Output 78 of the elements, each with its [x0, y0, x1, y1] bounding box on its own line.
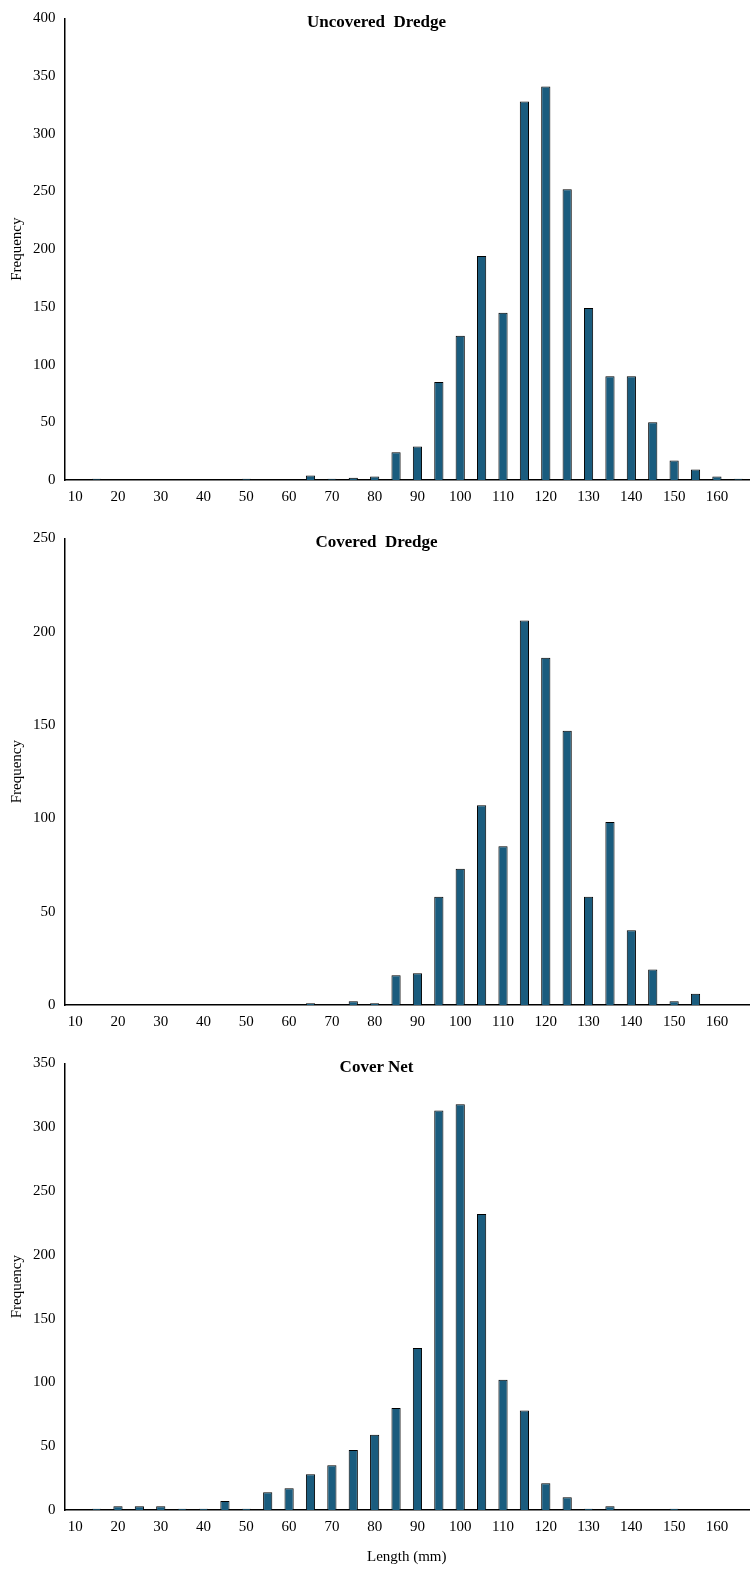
y-tick-label: 0	[48, 1500, 56, 1517]
x-tick-label: 90	[409, 1517, 425, 1534]
y-tick-label: 350	[33, 67, 56, 84]
y-tick-label: 50	[40, 902, 56, 919]
y-tick-label: 0	[48, 470, 56, 487]
y-tick-label: 250	[33, 529, 56, 546]
x-tick-label: 80	[367, 1012, 383, 1029]
x-tick-label: 50	[238, 487, 254, 504]
chart-title: Cover Net	[339, 1056, 414, 1076]
x-tick-label: 30	[153, 1012, 169, 1029]
x-tick-label: 140	[620, 1012, 643, 1029]
x-tick-label: 40	[196, 487, 212, 504]
x-tick-label: 30	[153, 1517, 169, 1534]
x-tick-label: 140	[620, 487, 643, 504]
x-tick-label: 20	[110, 1517, 126, 1534]
x-tick-label: 110	[492, 1012, 514, 1029]
x-tick-label: 130	[577, 487, 600, 504]
x-tick-label: 50	[238, 1517, 254, 1534]
x-tick-label: 30	[153, 487, 169, 504]
y-axis-title: Frequency	[7, 217, 24, 281]
chart-title: Uncovered Dredge	[306, 11, 447, 31]
x-tick-label: 60	[281, 1517, 297, 1534]
x-tick-label: 90	[409, 487, 425, 504]
x-tick-label: 60	[281, 487, 297, 504]
x-axis-title: Length (mm)	[366, 1547, 447, 1565]
y-tick-label: 300	[33, 1118, 56, 1135]
x-tick-label: 40	[196, 1012, 212, 1029]
x-tick-label: 70	[324, 1517, 340, 1534]
y-tick-label: 150	[33, 1309, 56, 1326]
y-tick-label: 150	[33, 715, 56, 732]
x-tick-label: 140	[620, 1517, 643, 1534]
x-tick-label: 70	[324, 487, 340, 504]
x-tick-label: 100	[448, 487, 472, 504]
y-tick-label: 300	[33, 124, 56, 141]
x-tick-label: 120	[534, 1012, 558, 1029]
x-tick-label: 130	[577, 1012, 600, 1029]
y-tick-label: 200	[33, 240, 56, 257]
y-tick-label: 200	[33, 622, 56, 639]
x-tick-label: 10	[67, 1517, 83, 1534]
x-tick-label: 150	[662, 1517, 686, 1534]
y-tick-label: 100	[33, 355, 56, 372]
x-tick-label: 110	[492, 487, 514, 504]
y-axis-title: Frequency	[7, 1254, 24, 1319]
y-axis-title: Frequency	[7, 739, 24, 804]
y-tick-label: 50	[40, 1437, 56, 1454]
x-tick-label: 100	[448, 1517, 472, 1534]
x-tick-label: 100	[448, 1012, 472, 1029]
x-tick-label: 40	[196, 1517, 212, 1534]
y-tick-label: 350	[33, 1054, 56, 1071]
x-tick-label: 10	[67, 487, 83, 504]
y-tick-label: 150	[33, 297, 56, 314]
x-tick-label: 80	[367, 487, 383, 504]
y-tick-label: 0	[48, 995, 56, 1012]
y-tick-label: 50	[40, 413, 56, 430]
x-tick-label: 50	[238, 1012, 254, 1029]
x-tick-label: 60	[281, 1012, 297, 1029]
x-tick-label: 120	[534, 1517, 558, 1534]
x-tick-label: 90	[409, 1012, 425, 1029]
x-tick-label: 70	[324, 1012, 340, 1029]
x-tick-label: 130	[577, 1517, 600, 1534]
x-tick-label: 160	[705, 1012, 729, 1029]
y-tick-label: 200	[33, 1245, 56, 1262]
x-tick-label: 160	[705, 1517, 729, 1534]
y-tick-label: 100	[33, 809, 56, 826]
x-tick-label: 80	[367, 1517, 383, 1534]
y-tick-label: 250	[33, 182, 56, 199]
x-tick-label: 120	[534, 487, 558, 504]
x-tick-label: 20	[110, 1012, 126, 1029]
x-tick-label: 10	[67, 1012, 83, 1029]
chart-title: Covered Dredge	[315, 531, 439, 551]
y-tick-label: 100	[33, 1373, 56, 1390]
x-tick-label: 150	[662, 1012, 686, 1029]
y-tick-label: 250	[33, 1181, 56, 1198]
x-tick-label: 110	[492, 1517, 514, 1534]
x-tick-label: 160	[705, 487, 729, 504]
x-tick-label: 150	[662, 487, 686, 504]
x-tick-label: 20	[110, 487, 126, 504]
y-tick-label: 400	[33, 9, 56, 26]
